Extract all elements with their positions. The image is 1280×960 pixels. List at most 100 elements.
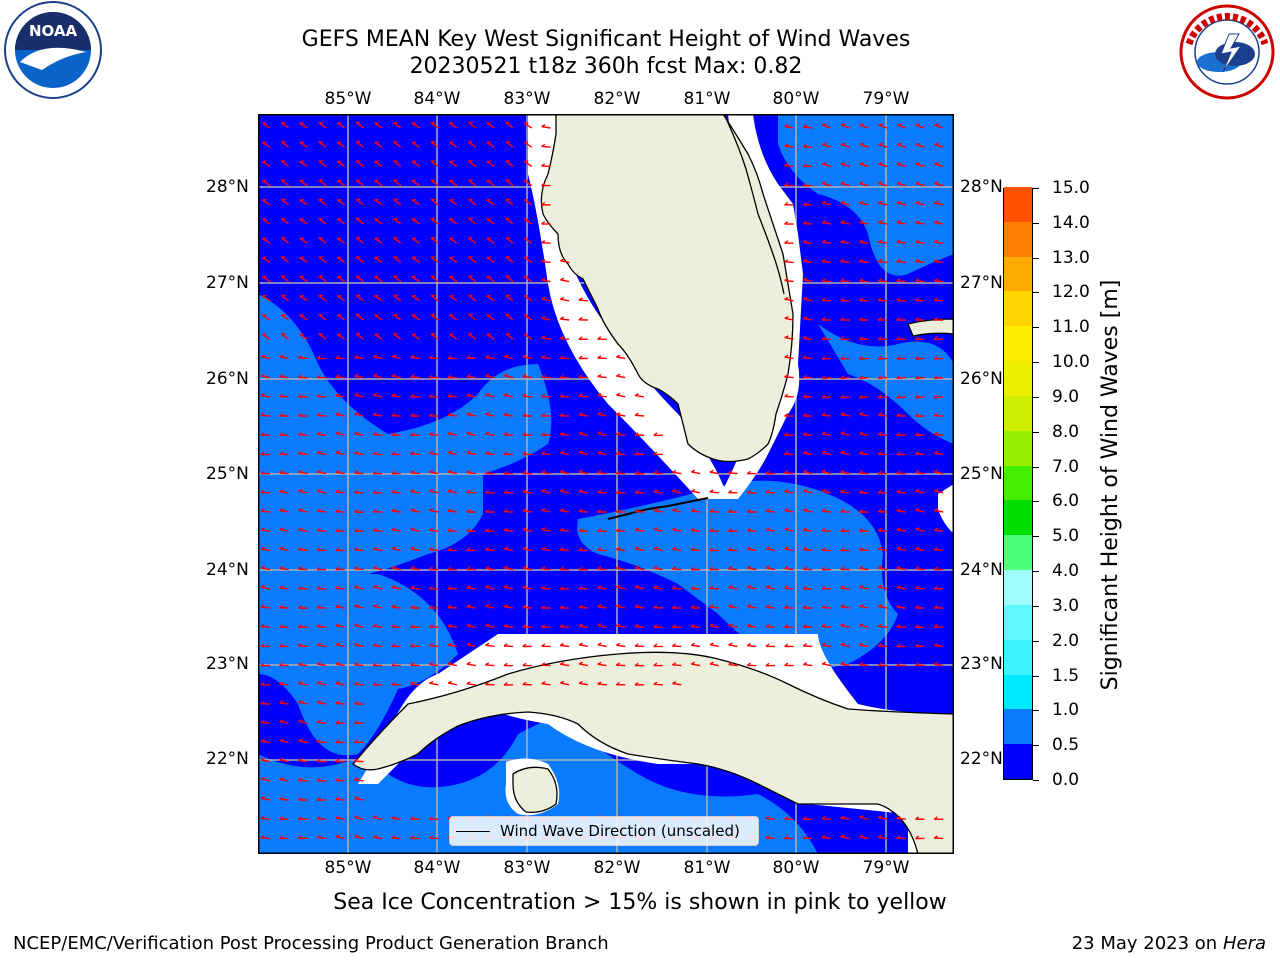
wave-arrow-head bbox=[354, 392, 359, 396]
wave-arrow-head bbox=[821, 623, 826, 628]
wave-arrow-head bbox=[559, 316, 565, 320]
wave-arrow bbox=[466, 432, 476, 436]
wave-arrow-head bbox=[802, 163, 807, 167]
wave-arrow-head bbox=[298, 450, 303, 455]
wave-arrow-head bbox=[690, 566, 695, 571]
wave-arrow bbox=[915, 396, 925, 399]
wave-arrow bbox=[411, 237, 420, 244]
wave-arrow bbox=[822, 163, 832, 168]
wave-arrow-head bbox=[541, 624, 546, 628]
wave-arrow bbox=[709, 644, 719, 648]
wave-arrow bbox=[878, 817, 888, 820]
wave-arrow bbox=[523, 141, 533, 148]
wave-arrow bbox=[317, 836, 327, 840]
wave-arrow bbox=[541, 509, 551, 513]
wave-arrow-head bbox=[316, 374, 321, 379]
wave-arrow-head bbox=[746, 527, 751, 532]
wave-arrow-head bbox=[802, 355, 808, 359]
wave-arrow-head bbox=[335, 681, 340, 685]
wave-arrow-head bbox=[859, 142, 864, 146]
wave-arrow-head bbox=[541, 335, 546, 339]
wave-arrow bbox=[374, 141, 383, 148]
wave-arrow bbox=[560, 260, 570, 264]
wave-arrow bbox=[430, 141, 439, 148]
wave-arrow bbox=[896, 376, 906, 380]
wave-arrow-head bbox=[690, 508, 696, 512]
wave-arrow bbox=[803, 548, 813, 552]
footer-credit: NCEP/EMC/Verification Post Processing Pr… bbox=[13, 933, 609, 954]
wave-arrow bbox=[821, 357, 832, 360]
wave-arrow bbox=[430, 218, 439, 225]
wave-arrow-head bbox=[354, 681, 359, 685]
wave-arrow-head bbox=[503, 451, 508, 455]
wave-arrow-head bbox=[447, 450, 453, 454]
wave-arrow bbox=[878, 357, 888, 360]
wave-arrow-head bbox=[859, 162, 864, 165]
colorbar-tick bbox=[1033, 501, 1039, 503]
wave-arrow-head bbox=[391, 643, 396, 648]
wave-arrow bbox=[298, 490, 308, 494]
colorbar-tick-label: 8.0 bbox=[1052, 421, 1080, 442]
wave-arrow-head bbox=[765, 470, 770, 475]
wave-arrow bbox=[354, 836, 364, 840]
colorbar-tick-label: 5.0 bbox=[1052, 526, 1080, 547]
wave-arrow bbox=[934, 280, 944, 283]
wave-arrow-head bbox=[803, 488, 808, 492]
wave-arrow-head bbox=[503, 643, 508, 647]
wave-arrow-head bbox=[709, 547, 714, 552]
wave-arrow bbox=[560, 452, 570, 456]
wave-arrow-head bbox=[316, 642, 322, 646]
wave-arrow-head bbox=[765, 624, 770, 628]
wave-arrow bbox=[429, 645, 439, 648]
wave-arrow bbox=[784, 336, 794, 340]
wave-arrow-head bbox=[672, 662, 677, 666]
wave-arrow-head bbox=[279, 816, 284, 820]
wave-arrow-head bbox=[597, 623, 602, 627]
wave-arrow-head bbox=[428, 585, 433, 590]
wave-arrow bbox=[486, 218, 495, 225]
wave-arrow bbox=[447, 644, 458, 648]
wave-arrow-head bbox=[653, 681, 658, 685]
wave-arrow bbox=[616, 453, 626, 456]
wave-arrow-head bbox=[821, 527, 826, 532]
wave-arrow bbox=[747, 530, 757, 532]
wave-arrow bbox=[747, 645, 757, 648]
wave-arrow-head bbox=[915, 394, 919, 399]
wave-arrow bbox=[821, 625, 832, 628]
wave-arrow bbox=[728, 472, 738, 475]
wave-arrow-head bbox=[597, 681, 602, 685]
wave-arrow bbox=[468, 141, 477, 148]
wave-arrow-head bbox=[802, 432, 808, 436]
lon-label-bottom: 79°W bbox=[862, 858, 910, 878]
wave-arrow bbox=[318, 275, 327, 283]
wave-arrow bbox=[374, 276, 383, 283]
wave-arrow-head bbox=[784, 296, 789, 300]
lon-label-bottom: 84°W bbox=[413, 858, 461, 878]
wave-arrow-head bbox=[896, 432, 901, 436]
lon-label-bottom: 83°W bbox=[503, 858, 551, 878]
wave-arrow bbox=[354, 433, 364, 436]
wave-arrow-head bbox=[279, 565, 284, 570]
wave-arrow-head bbox=[447, 623, 452, 627]
wave-arrow bbox=[878, 376, 888, 380]
wave-arrow bbox=[523, 218, 533, 225]
wave-arrow bbox=[449, 333, 458, 340]
wave-arrow-head bbox=[802, 546, 808, 551]
wave-arrow bbox=[299, 161, 308, 167]
wave-arrow-head bbox=[859, 470, 864, 474]
wave-arrow-head bbox=[578, 489, 583, 493]
wave-arrow bbox=[411, 122, 420, 129]
wave-arrow bbox=[672, 548, 682, 552]
wave-arrow bbox=[318, 218, 327, 225]
wave-arrow-head bbox=[915, 566, 920, 570]
wave-arrow-head bbox=[279, 662, 284, 667]
wave-arrow bbox=[859, 260, 869, 264]
wave-arrow-head bbox=[915, 605, 920, 609]
wave-arrow-head bbox=[765, 662, 770, 667]
wave-arrow bbox=[336, 141, 346, 148]
wave-arrow-head bbox=[915, 585, 920, 589]
wave-arrow bbox=[298, 740, 308, 744]
wave-arrow bbox=[522, 375, 532, 379]
wave-arrow-head bbox=[559, 412, 564, 417]
wave-arrow bbox=[298, 760, 308, 763]
